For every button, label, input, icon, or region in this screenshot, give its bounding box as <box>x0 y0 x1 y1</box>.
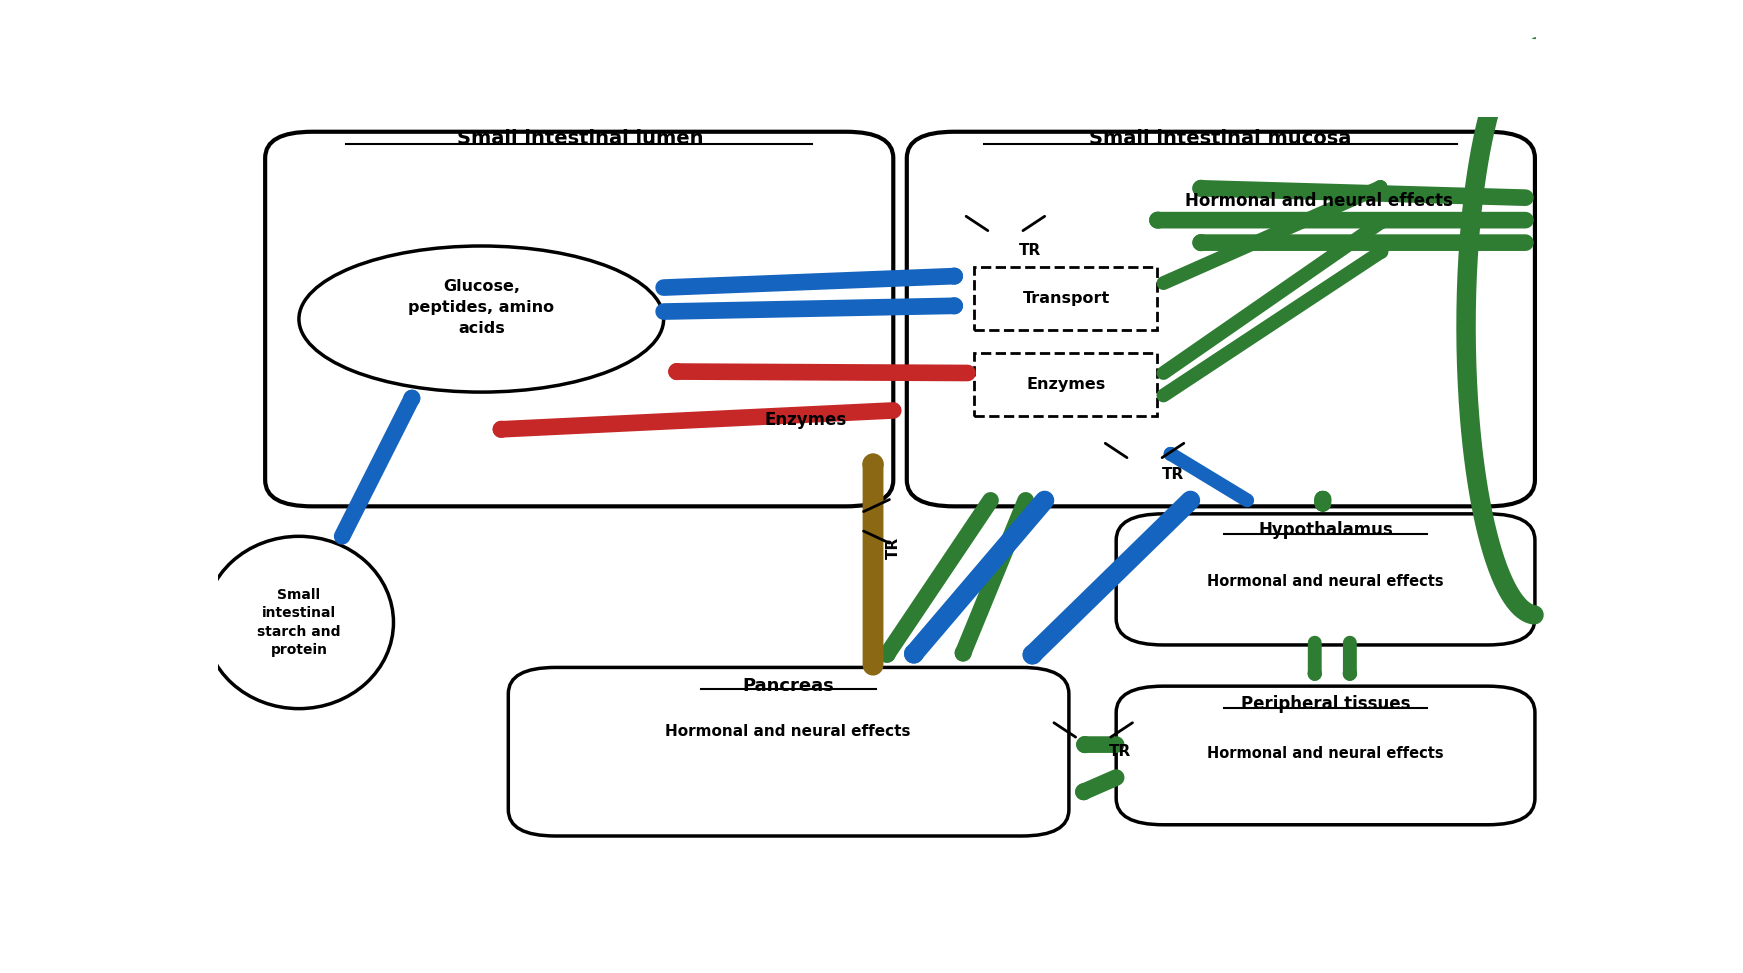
Ellipse shape <box>300 246 664 392</box>
Text: TR: TR <box>1163 467 1183 483</box>
FancyBboxPatch shape <box>906 131 1536 506</box>
Text: Enzymes: Enzymes <box>1027 377 1105 392</box>
Text: TR: TR <box>1018 242 1041 258</box>
FancyBboxPatch shape <box>265 131 892 506</box>
Text: Hormonal and neural effects: Hormonal and neural effects <box>1185 192 1452 209</box>
Ellipse shape <box>204 536 394 708</box>
Text: Hypothalamus: Hypothalamus <box>1258 522 1393 539</box>
Text: Glucose,
peptides, amino
acids: Glucose, peptides, amino acids <box>408 279 554 337</box>
Text: TR: TR <box>1109 743 1131 759</box>
Text: Pancreas: Pancreas <box>743 677 833 695</box>
Text: Small intestinal mucosa: Small intestinal mucosa <box>1089 128 1351 148</box>
FancyBboxPatch shape <box>1116 686 1536 825</box>
Text: Hormonal and neural effects: Hormonal and neural effects <box>1208 574 1443 589</box>
Text: Small
intestinal
starch and
protein: Small intestinal starch and protein <box>258 588 340 657</box>
Text: Hormonal and neural effects: Hormonal and neural effects <box>666 724 910 739</box>
FancyBboxPatch shape <box>1116 514 1536 645</box>
Text: Hormonal and neural effects: Hormonal and neural effects <box>1208 746 1443 761</box>
FancyBboxPatch shape <box>509 667 1068 836</box>
Text: Small intestinal lumen: Small intestinal lumen <box>457 128 702 148</box>
Bar <box>974 353 1157 416</box>
Text: Peripheral tissues: Peripheral tissues <box>1241 695 1410 713</box>
Bar <box>974 267 1157 330</box>
Text: TR: TR <box>885 536 901 559</box>
Text: Transport: Transport <box>1023 291 1110 306</box>
Text: Enzymes: Enzymes <box>765 412 847 429</box>
